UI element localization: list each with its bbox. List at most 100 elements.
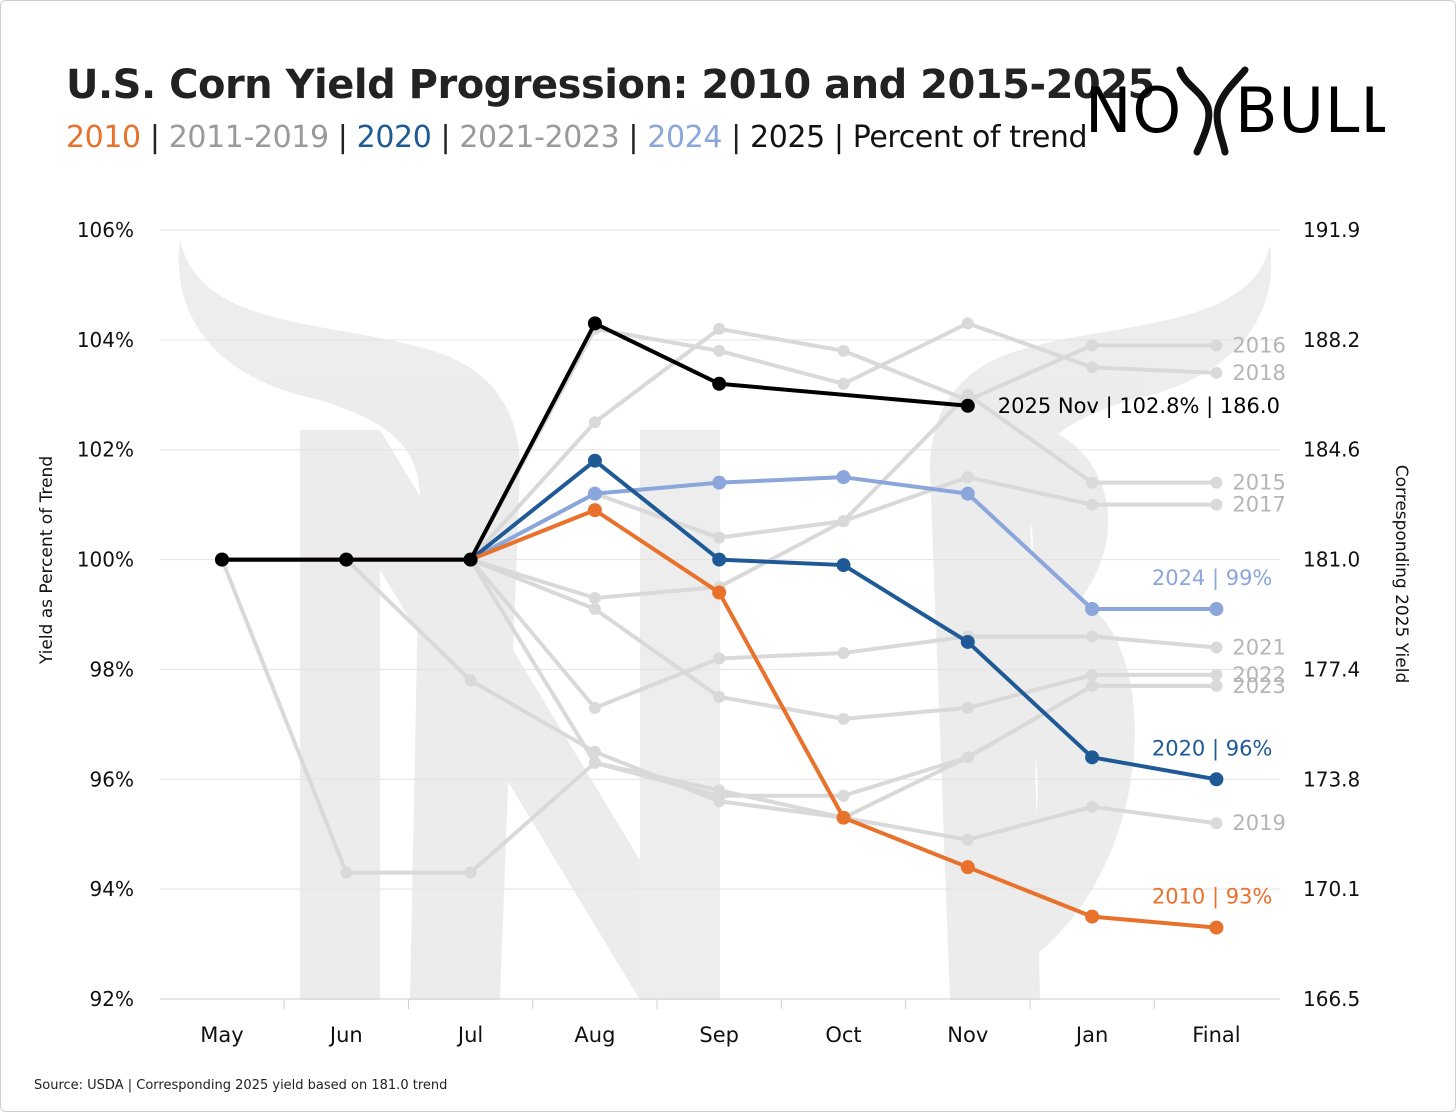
y2-tick-label: 177.4 [1303, 657, 1360, 681]
end-label-2016: 2016 [1232, 333, 1285, 357]
data-point-2019 [1086, 800, 1099, 813]
data-point-2023 [588, 756, 601, 769]
data-point-2016 [1210, 339, 1223, 352]
data-point-2023 [713, 784, 726, 797]
data-point-2015b [588, 592, 601, 605]
data-point-2015 [464, 866, 477, 879]
end-label-2021: 2021 [1232, 635, 1285, 659]
data-point-2020 [1209, 772, 1224, 787]
data-point-2010 [1085, 909, 1100, 924]
data-point-2019 [713, 795, 726, 808]
data-point-2019 [961, 833, 974, 846]
data-point-2022 [961, 701, 974, 714]
y-axis-title: Yield as Percent of Trend [37, 456, 57, 665]
y-axis-right: 191.9 188.2 184.6 181.0 177.4 173.8 170.1 166.5 [1303, 218, 1360, 1011]
subtitle-part: 2011-2019 [168, 120, 329, 155]
data-point-2025 [339, 552, 354, 567]
data-point-2021 [1210, 641, 1223, 654]
source-note: Source: USDA | Corresponding 2025 yield … [34, 1078, 448, 1093]
end-label-2010: 2010 | 93% [1152, 885, 1273, 910]
x-tick-label: Final [1192, 1023, 1240, 1047]
subtitle-part: | [328, 120, 357, 155]
y-tick-label: 94% [90, 877, 134, 901]
chart-subtitle: 2010 | 2011-2019 | 2020 | 2021-2023 | 20… [66, 120, 1088, 155]
data-point-2020 [960, 634, 975, 649]
y2-tick-label: 181.0 [1303, 548, 1360, 572]
y2-tick-label: 170.1 [1303, 877, 1360, 901]
subtitle-part: 2021-2023 [459, 120, 620, 155]
end-label-2015b: 2015 [1232, 471, 1285, 495]
data-point-2021 [1086, 630, 1099, 643]
data-point-2017 [1210, 498, 1223, 511]
y2-axis-title: Corresponding 2025 Yield [1391, 465, 1411, 684]
x-tick-label: May [200, 1023, 243, 1047]
data-point-2010 [712, 585, 727, 600]
subtitle-part: 2025 | Percent of trend [750, 120, 1088, 155]
data-point-2016 [588, 416, 601, 429]
data-point-2023 [961, 751, 974, 764]
end-label-2018: 2018 [1232, 361, 1285, 385]
data-point-2021 [588, 701, 601, 714]
data-point-2024 [587, 486, 602, 501]
data-point-2023 [1086, 679, 1099, 692]
y-tick-label: 106% [77, 218, 134, 242]
data-point-2025 [215, 552, 229, 567]
data-point-2022 [1210, 668, 1223, 681]
data-point-2016 [713, 322, 726, 335]
end-label-2019: 2019 [1232, 811, 1285, 835]
x-axis: May Jun Jul Aug Sep Oct Nov Jan Final [200, 999, 1241, 1047]
logo-text-right: BULL [1235, 74, 1385, 147]
y-tick-label: 104% [77, 328, 134, 352]
subtitle-part: | [722, 120, 751, 155]
x-tick-label: Nov [947, 1023, 988, 1047]
data-point-2021 [713, 652, 726, 665]
y-tick-label: 98% [90, 657, 134, 681]
y2-tick-label: 188.2 [1303, 328, 1360, 352]
data-point-2025 [712, 376, 727, 391]
no-bull-logo: NO BULL [1085, 60, 1395, 160]
watermark-logo-icon [178, 240, 1272, 1000]
data-point-2020 [712, 552, 727, 567]
subtitle-part: | [431, 120, 460, 155]
data-point-2015b [1210, 476, 1223, 489]
x-tick-label: Aug [574, 1023, 615, 1047]
chart-title: U.S. Corn Yield Progression: 2010 and 20… [66, 62, 1155, 108]
data-point-2018 [837, 377, 850, 390]
data-point-2022 [1086, 668, 1099, 681]
x-tick-label: Sep [699, 1023, 739, 1047]
y-tick-label: 102% [77, 438, 134, 462]
x-tick-label: Jun [328, 1023, 363, 1047]
data-point-2021 [837, 646, 850, 659]
left-horn-icon [1176, 66, 1213, 156]
data-point-2024 [1085, 602, 1100, 617]
data-point-2018 [961, 317, 974, 330]
y2-tick-label: 191.9 [1303, 218, 1360, 242]
y-axis-left: 106% 104% 102% 100% 98% 96% 94% 92% [77, 218, 134, 1011]
data-point-2022 [588, 603, 601, 616]
end-label-2022: 2022 [1232, 663, 1285, 687]
data-point-2024 [960, 486, 975, 501]
data-point-2010 [1209, 920, 1224, 935]
logo-text-left: NO [1085, 74, 1182, 147]
grid-lines [160, 229, 1280, 1000]
series-2025 [215, 316, 975, 567]
y2-tick-label: 173.8 [1303, 767, 1360, 791]
data-point-2020 [1085, 750, 1100, 765]
data-point-2017 [1086, 498, 1099, 511]
end-label-2020: 2020 | 96% [1152, 736, 1273, 761]
y-tick-label: 96% [90, 767, 134, 791]
y-tick-label: 100% [77, 548, 134, 572]
data-point-2016 [1086, 339, 1099, 352]
data-point-2019 [1210, 817, 1223, 830]
subtitle-part: 2024 [647, 120, 723, 155]
data-point-2022 [713, 690, 726, 703]
x-tick-label: Oct [825, 1023, 861, 1047]
x-tick-label: Jul [456, 1023, 483, 1047]
x-tick-label: Jan [1074, 1023, 1108, 1047]
y-tick-label: 92% [90, 987, 134, 1011]
right-horn-icon [1213, 66, 1249, 156]
data-point-2024 [836, 470, 851, 485]
data-point-2010 [587, 503, 602, 518]
data-point-2023 [1210, 679, 1223, 692]
